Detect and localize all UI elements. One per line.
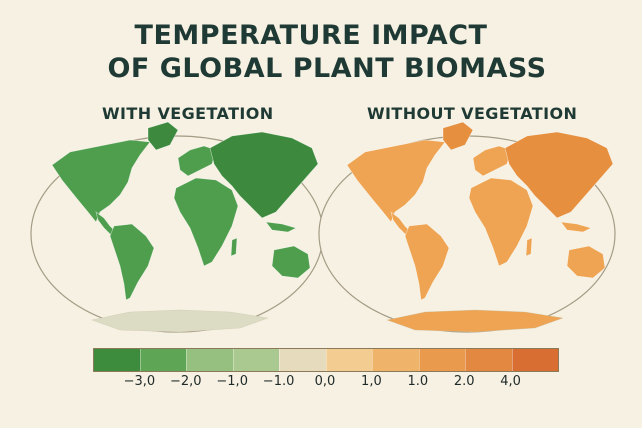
legend-swatch: [511, 349, 558, 371]
africa-shape: [173, 177, 239, 267]
antarctica-shape: [90, 309, 269, 333]
indonesia-shape: [265, 221, 297, 233]
legend-tick-label: 1.0: [407, 374, 429, 389]
antarctica-shape: [385, 309, 564, 333]
madagascar-shape: [525, 237, 533, 257]
europe-shape: [177, 145, 217, 177]
legend-swatch: [325, 349, 372, 371]
europe-shape: [472, 145, 512, 177]
legend-tick-label: −1,0: [216, 374, 248, 389]
legend-tick-label: −3,0: [123, 374, 156, 389]
greenland-shape: [147, 121, 179, 151]
legend-swatch: [139, 349, 186, 371]
north-america-shape: [51, 139, 151, 223]
greenland-shape: [442, 121, 474, 151]
africa-shape: [468, 177, 534, 267]
legend-tick-label: 2.0: [453, 374, 475, 389]
legend-swatch: [232, 349, 279, 371]
madagascar-shape: [230, 237, 238, 257]
map-with-vegetation: [30, 121, 324, 333]
asia-shape: [209, 131, 319, 219]
page-title: TEMPERATURE IMPACT: [134, 20, 488, 51]
south-america-shape: [109, 223, 155, 301]
australia-shape: [271, 245, 311, 279]
color-scale-bar: [93, 348, 559, 372]
legend-swatch: [186, 349, 233, 371]
legend-swatch: [372, 349, 419, 371]
legend-tick-label: 1,0: [361, 374, 382, 389]
without-vegetation-label: WITHOUT VEGETATION: [367, 104, 578, 123]
asia-shape: [504, 131, 614, 219]
north-america-shape: [346, 139, 446, 223]
legend-swatch: [279, 349, 326, 371]
map-without-vegetation: [318, 121, 616, 333]
south-america-shape: [404, 223, 450, 301]
legend-swatch: [94, 349, 140, 371]
page-subtitle: OF GLOBAL PLANT BIOMASS: [107, 53, 547, 84]
land-left: [51, 121, 319, 333]
legend-swatch: [465, 349, 512, 371]
australia-shape: [566, 245, 606, 279]
legend-tick-label: −2,0: [170, 374, 202, 389]
legend-tick-label: 0,0: [314, 374, 336, 389]
legend-tick-label: −1.0: [262, 374, 295, 389]
legend-tick-label: 4,0: [500, 374, 521, 389]
with-vegetation-label: WITH VEGETATION: [102, 104, 274, 123]
land-right: [346, 121, 614, 333]
legend-swatch: [418, 349, 465, 371]
indonesia-shape: [560, 221, 592, 233]
